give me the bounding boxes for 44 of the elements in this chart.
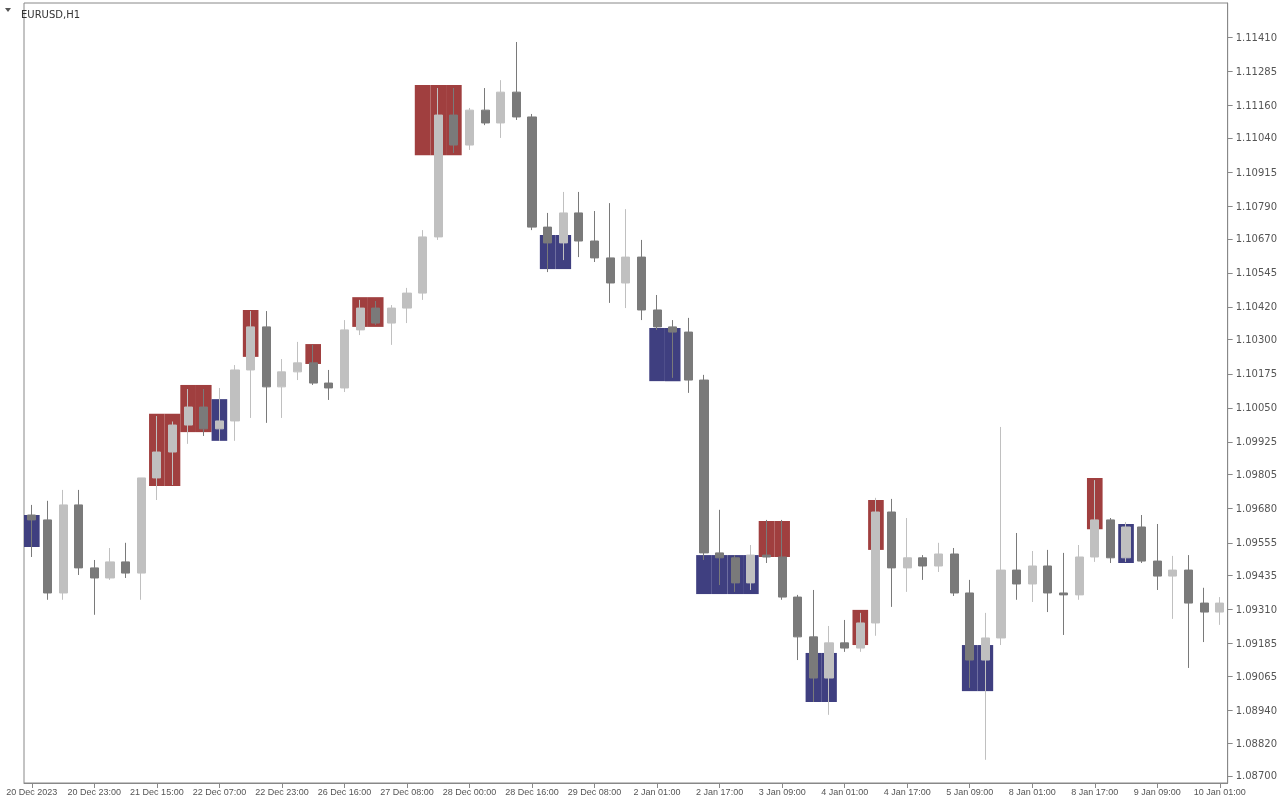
x-tick-label: 4 Jan 17:00	[883, 786, 931, 797]
y-tick-label: 1.09555	[1235, 537, 1278, 549]
y-tick-label: 1.11410	[1235, 31, 1278, 43]
y-tick-label: 1.10670	[1235, 233, 1278, 245]
x-tick-label: 27 Dec 08:00	[380, 786, 434, 797]
x-tick-label: 20 Dec 23:00	[67, 786, 122, 797]
y-tick-label: 1.08940	[1235, 704, 1278, 716]
y-tick-label: 1.11285	[1235, 65, 1278, 77]
y-tick-label: 1.10420	[1235, 301, 1278, 313]
y-tick-label: 1.10545	[1235, 267, 1278, 279]
x-tick-label: 21 Dec 15:00	[130, 786, 184, 797]
x-tick-label: 5 Jan 09:00	[946, 786, 994, 797]
x-tick-label: 22 Dec 23:00	[255, 786, 309, 797]
y-tick-label: 1.09310	[1235, 604, 1278, 616]
x-tick-label: 2 Jan 01:00	[633, 786, 681, 797]
x-tick-label: 9 Jan 09:00	[1133, 786, 1181, 797]
x-tick-label: 10 Jan 01:00	[1193, 786, 1246, 797]
y-tick-label: 1.10175	[1235, 368, 1278, 380]
x-tick-label: 2 Jan 17:00	[696, 786, 744, 797]
x-tick-label: 28 Dec 16:00	[505, 786, 559, 797]
x-tick-label: 29 Dec 08:00	[567, 786, 622, 797]
y-tick-label: 1.08820	[1235, 737, 1278, 749]
x-tick-label: 28 Dec 00:00	[442, 786, 497, 797]
y-tick-label: 1.10915	[1235, 166, 1278, 178]
y-tick-label: 1.09805	[1235, 469, 1278, 481]
y-tick-label: 1.10300	[1235, 334, 1278, 346]
x-tick-label: 3 Jan 09:00	[758, 786, 806, 797]
y-tick-label: 1.08700	[1235, 770, 1278, 782]
x-tick-label: 20 Dec 2023	[6, 786, 58, 797]
y-tick-label: 1.09185	[1235, 638, 1278, 650]
x-tick-label: 22 Dec 07:00	[192, 786, 247, 797]
y-tick-label: 1.11160	[1235, 99, 1278, 111]
text: EURUSD,H1	[21, 8, 81, 20]
x-tick-label: 26 Dec 16:00	[317, 786, 372, 797]
y-tick-label: 1.09680	[1235, 503, 1278, 515]
x-tick-label: 8 Jan 17:00	[1071, 786, 1119, 797]
y-tick-label: 1.10050	[1235, 402, 1278, 414]
y-tick-label: 1.11040	[1235, 132, 1278, 144]
x-tick-label: 8 Jan 01:00	[1008, 786, 1056, 797]
y-tick-label: 1.09925	[1235, 436, 1278, 448]
x-tick-label: 4 Jan 01:00	[821, 786, 869, 797]
y-tick-label: 1.09435	[1235, 570, 1278, 582]
y-tick-label: 1.10790	[1235, 200, 1278, 212]
y-tick-label: 1.09065	[1235, 670, 1278, 682]
